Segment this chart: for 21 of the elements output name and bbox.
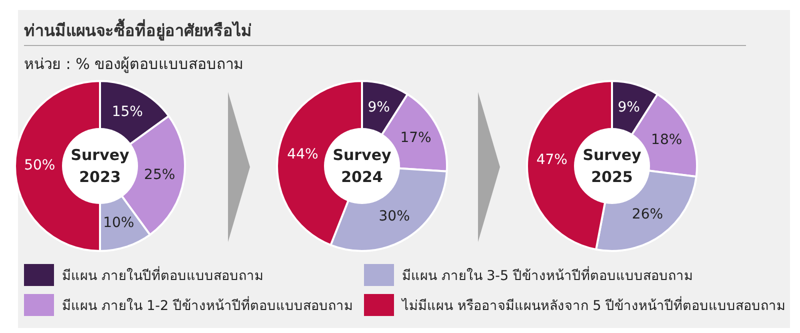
text: Survey 2023	[70, 144, 130, 188]
data-label: 26%	[632, 206, 664, 222]
data-label: 50%	[24, 158, 56, 174]
legend-label: มีแผน ภายใน 1-2 ปีข้างหน้าปีที่ตอบแบบสอบถาม	[62, 295, 353, 316]
data-label: 18%	[651, 132, 682, 148]
text: Survey 2025	[582, 144, 642, 188]
data-label: 44%	[287, 146, 318, 162]
data-label: 15%	[112, 104, 143, 120]
chart-title: ท่านมีแผนจะซื้อที่อยู่อาศัยหรือไม่	[24, 18, 252, 43]
data-label: 9%	[368, 100, 390, 116]
data-label: 30%	[378, 208, 410, 225]
data-label: 9%	[618, 100, 640, 116]
data-label: 25%	[144, 167, 176, 184]
legend-label: ไม่มีแผน หรืออาจมีแผนหลังจาก 5 ปีข้างหน้าปีที่ตอบแบบสอบถาม	[402, 295, 786, 316]
text: Survey 2024	[332, 144, 392, 188]
data-label: 17%	[400, 130, 432, 146]
chart-subtitle: หน่วย : % ของผู้ตอบแบบสอบถาม	[24, 54, 244, 75]
legend-label: มีแผน ภายในปีที่ตอบแบบสอบถาม	[62, 265, 264, 286]
data-label: 10%	[103, 215, 134, 232]
legend-label: มีแผน ภายใน 3-5 ปีข้างหน้าปีที่ตอบแบบสอบถาม	[402, 265, 693, 286]
data-label: 47%	[536, 152, 568, 168]
